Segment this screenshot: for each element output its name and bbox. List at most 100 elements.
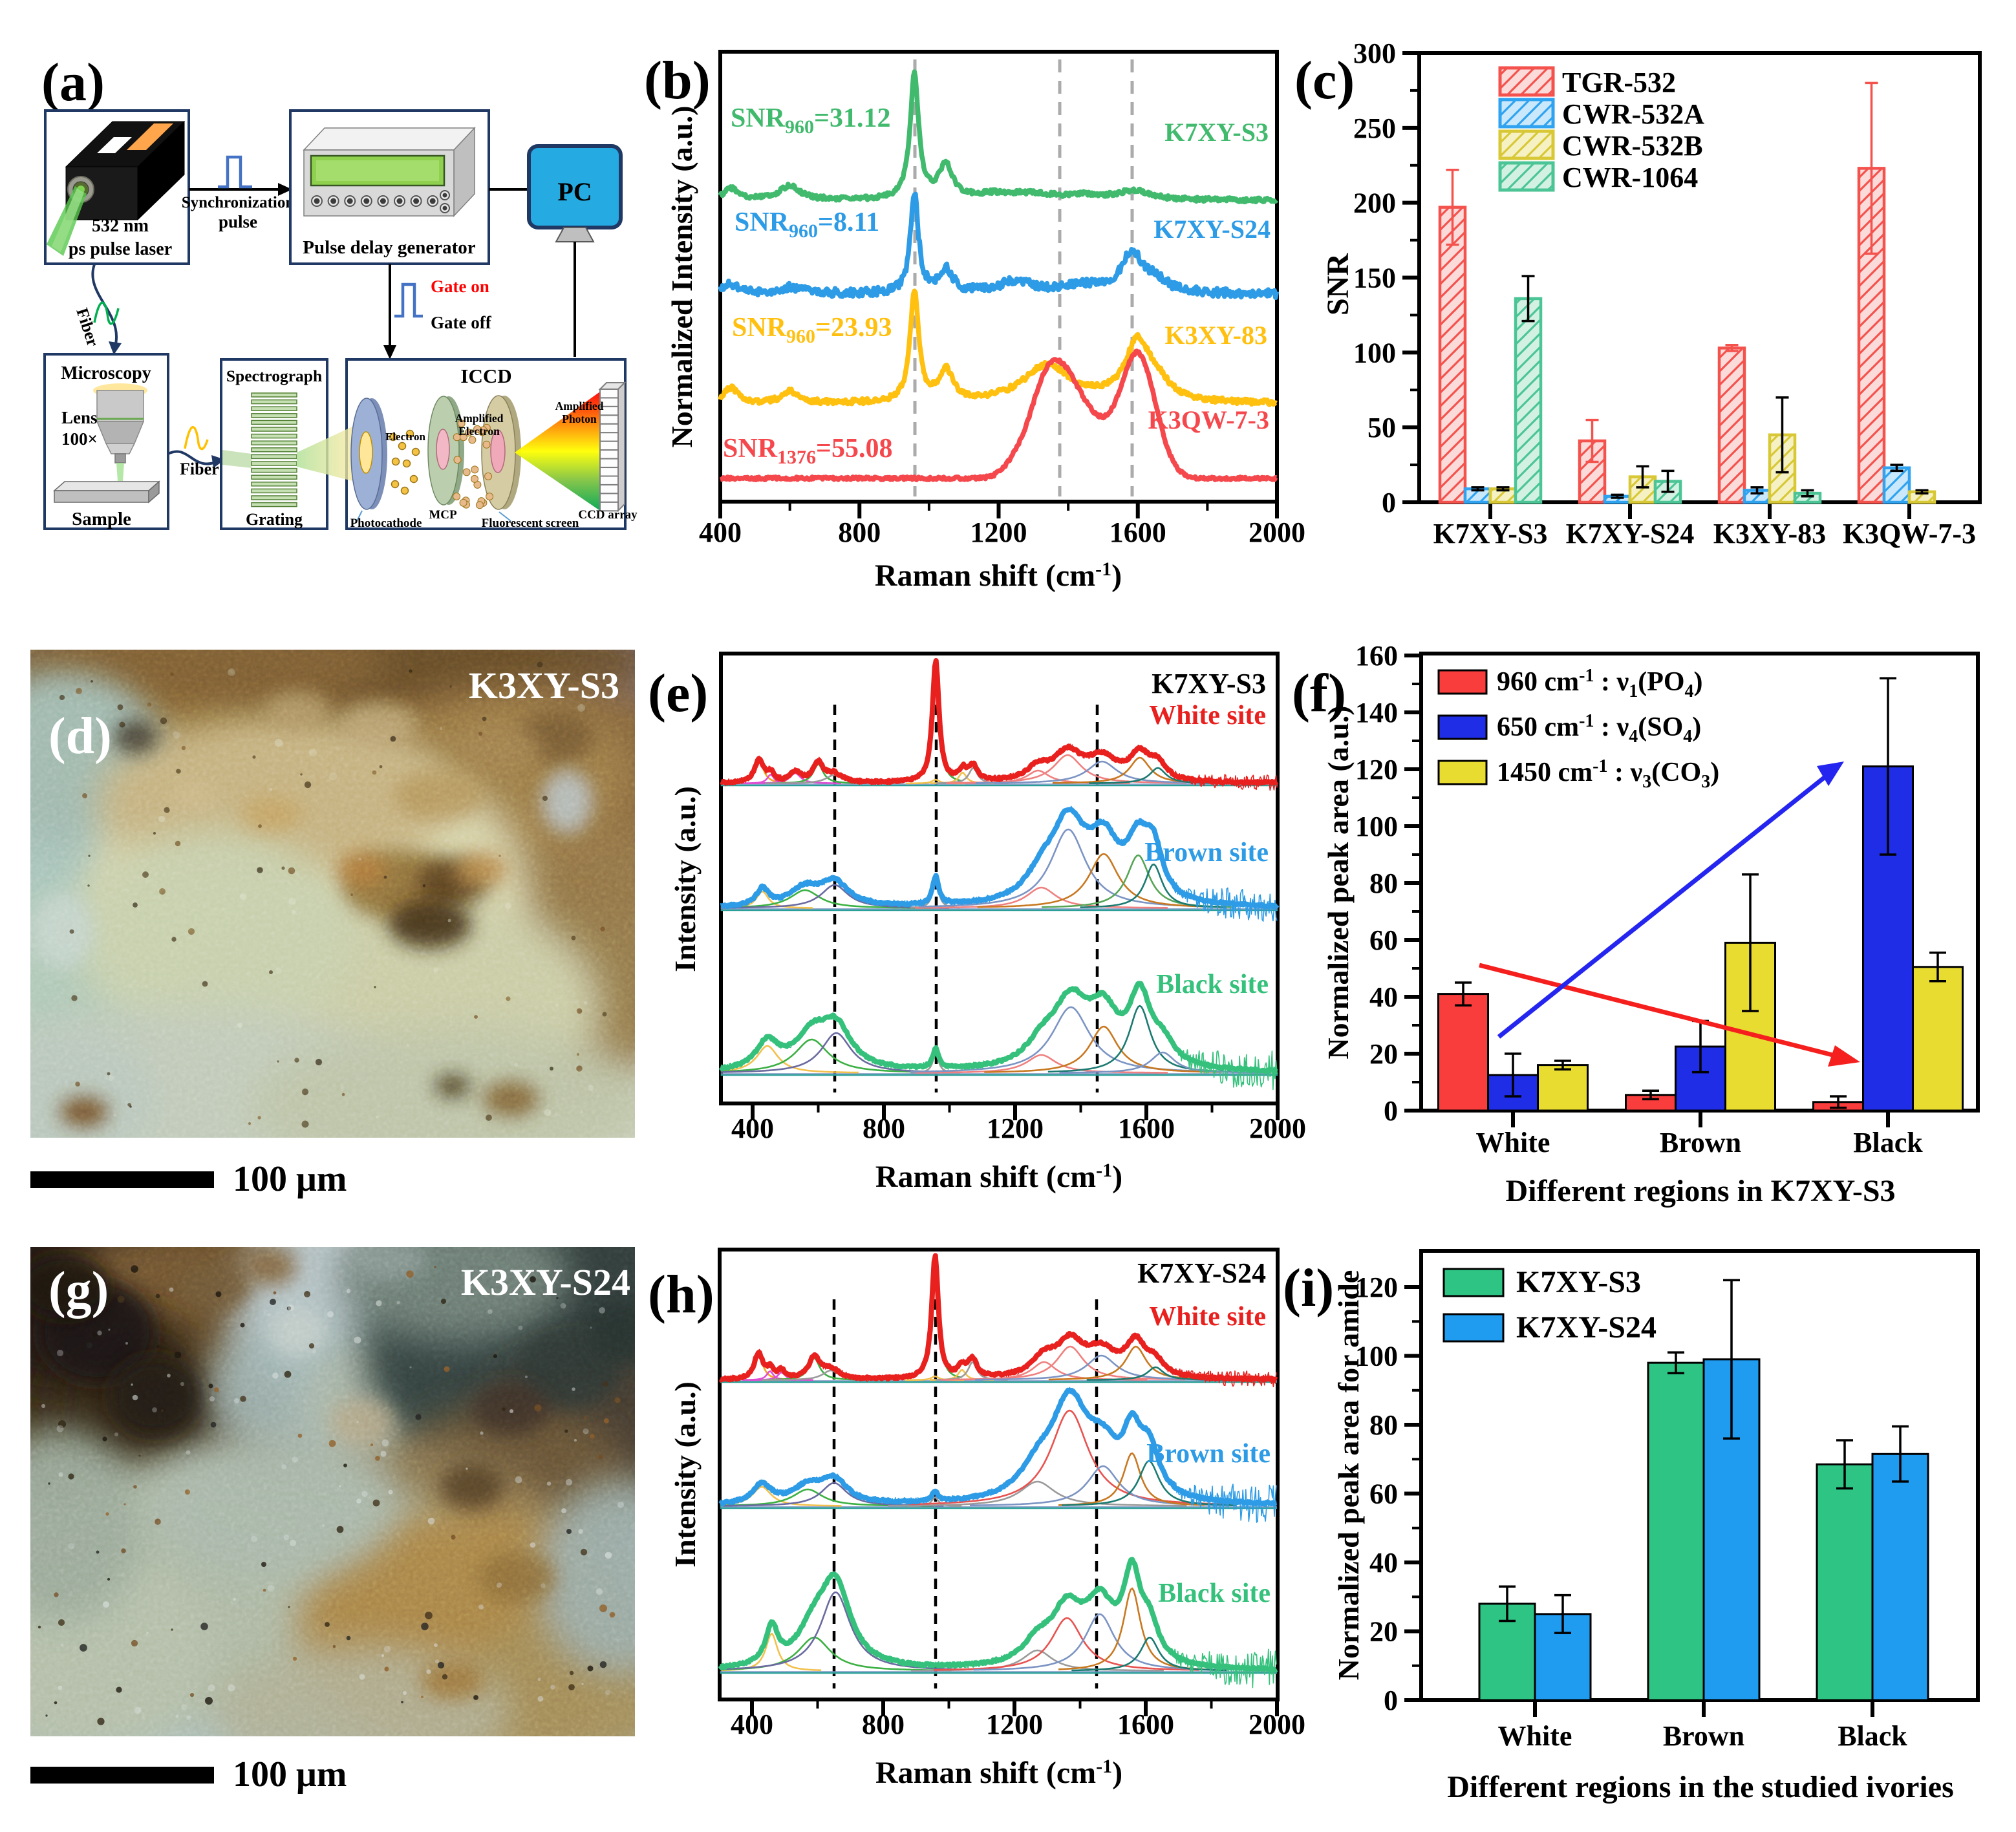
svg-text:K7XY-S24: K7XY-S24	[1153, 215, 1271, 244]
svg-text:K3XY-S3: K3XY-S3	[469, 665, 619, 707]
svg-text:2000: 2000	[1249, 1709, 1305, 1740]
svg-text:532 nm: 532 nm	[92, 216, 149, 236]
svg-text:Normalized peak area (a.u.): Normalized peak area (a.u.)	[1322, 705, 1355, 1059]
svg-text:White: White	[1498, 1720, 1572, 1752]
svg-text:pulse: pulse	[219, 212, 257, 231]
svg-text:K3QW-7-3: K3QW-7-3	[1843, 518, 1976, 549]
svg-text:CWR-1064: CWR-1064	[1562, 162, 1698, 193]
svg-text:(h): (h)	[648, 1264, 714, 1325]
svg-text:K7XY-S24: K7XY-S24	[1516, 1310, 1657, 1345]
svg-text:50: 50	[1367, 412, 1396, 443]
svg-text:0: 0	[1382, 487, 1396, 518]
svg-text:140: 140	[1355, 697, 1398, 729]
svg-text:White: White	[1476, 1127, 1550, 1158]
svg-text:White site: White site	[1149, 701, 1266, 730]
svg-text:1200: 1200	[987, 1113, 1044, 1144]
svg-text:40: 40	[1369, 1547, 1398, 1579]
svg-text:Black site: Black site	[1158, 1579, 1271, 1608]
svg-text:CWR-532A: CWR-532A	[1562, 98, 1704, 130]
svg-text:Brown site: Brown site	[1146, 1439, 1271, 1469]
svg-text:(g): (g)	[48, 1262, 109, 1319]
svg-text:1600: 1600	[1117, 1709, 1174, 1740]
svg-text:1200: 1200	[986, 1709, 1043, 1740]
svg-text:PC: PC	[557, 177, 592, 206]
svg-text:K3XY-S24: K3XY-S24	[461, 1261, 630, 1303]
svg-text:K7XY-S3: K7XY-S3	[1433, 518, 1548, 549]
svg-text:Black: Black	[1853, 1127, 1923, 1158]
svg-text:Amplified: Amplified	[455, 412, 504, 425]
svg-text:0: 0	[1384, 1095, 1398, 1127]
svg-text:K7XY-S3: K7XY-S3	[1164, 118, 1269, 147]
svg-text:Fiber: Fiber	[180, 460, 219, 478]
svg-text:Gate off: Gate off	[431, 313, 492, 332]
svg-text:Pulse delay generator: Pulse delay generator	[303, 237, 476, 258]
svg-text:100×: 100×	[61, 429, 98, 449]
svg-text:100 μm: 100 μm	[233, 1159, 347, 1199]
svg-text:Brown: Brown	[1663, 1720, 1744, 1752]
svg-text:SNR: SNR	[1321, 253, 1355, 315]
svg-text:80: 80	[1369, 1409, 1398, 1441]
svg-text:Photocathode: Photocathode	[350, 517, 422, 530]
svg-text:0: 0	[1384, 1685, 1398, 1716]
svg-text:2000: 2000	[1249, 517, 1305, 548]
svg-text:Different regions in K7XY-S3: Different regions in K7XY-S3	[1505, 1174, 1895, 1208]
svg-text:960 cm-1 : ν1(PO4): 960 cm-1 : ν1(PO4)	[1497, 666, 1703, 701]
svg-text:(e): (e)	[648, 663, 708, 723]
svg-text:Raman shift (cm-1): Raman shift (cm-1)	[875, 559, 1122, 593]
svg-text:(d): (d)	[48, 708, 112, 765]
svg-text:(f): (f)	[1292, 663, 1346, 723]
svg-text:800: 800	[862, 1709, 905, 1740]
svg-text:Raman shift (cm-1): Raman shift (cm-1)	[875, 1160, 1122, 1194]
svg-text:400: 400	[731, 1113, 774, 1144]
svg-text:Normalized peak area for amide: Normalized peak area for amide	[1332, 1270, 1365, 1681]
svg-text:400: 400	[731, 1709, 773, 1740]
svg-text:1450 cm-1 : ν3(CO3): 1450 cm-1 : ν3(CO3)	[1497, 756, 1719, 792]
svg-text:60: 60	[1369, 924, 1398, 956]
svg-text:Brown: Brown	[1660, 1127, 1741, 1158]
svg-text:100 μm: 100 μm	[233, 1754, 347, 1795]
svg-text:Gate on: Gate on	[431, 277, 489, 296]
svg-text:Photon: Photon	[562, 412, 597, 425]
svg-text:TGR-532: TGR-532	[1562, 67, 1676, 98]
svg-text:1600: 1600	[1118, 1113, 1175, 1144]
svg-text:Black site: Black site	[1156, 970, 1269, 999]
svg-text:250: 250	[1353, 112, 1396, 144]
svg-text:(b): (b)	[644, 50, 711, 111]
svg-text:150: 150	[1353, 262, 1396, 293]
svg-text:100: 100	[1353, 337, 1396, 368]
svg-text:Normalized Intensity (a.u.): Normalized Intensity (a.u.)	[665, 106, 698, 448]
svg-text:40: 40	[1369, 981, 1398, 1013]
svg-text:1200: 1200	[970, 517, 1027, 548]
svg-text:ps pulse laser: ps pulse laser	[69, 239, 172, 259]
svg-text:Brown site: Brown site	[1144, 838, 1269, 868]
svg-text:120: 120	[1355, 754, 1398, 785]
svg-text:White site: White site	[1149, 1302, 1266, 1332]
svg-text:650 cm-1 : ν4(SO4): 650 cm-1 : ν4(SO4)	[1497, 711, 1701, 747]
svg-text:K7XY-S3: K7XY-S3	[1516, 1265, 1641, 1299]
svg-text:Sample: Sample	[72, 509, 131, 529]
svg-text:1600: 1600	[1110, 517, 1166, 548]
svg-text:Intensity (a.u.): Intensity (a.u.)	[669, 1381, 702, 1568]
svg-text:MCP: MCP	[429, 508, 457, 522]
svg-text:(a): (a)	[41, 52, 105, 112]
svg-text:80: 80	[1369, 868, 1398, 899]
svg-text:CCD array: CCD array	[578, 508, 638, 522]
svg-text:Amplified: Amplified	[555, 399, 604, 412]
svg-text:Raman shift (cm-1): Raman shift (cm-1)	[875, 1756, 1122, 1790]
svg-text:K3QW-7-3: K3QW-7-3	[1148, 405, 1269, 434]
svg-text:120: 120	[1355, 1272, 1398, 1303]
svg-text:100: 100	[1355, 1341, 1398, 1372]
svg-text:800: 800	[863, 1113, 905, 1144]
svg-text:Lens: Lens	[61, 408, 98, 427]
svg-text:Fluorescent screen: Fluorescent screen	[482, 517, 579, 530]
svg-text:K7XY-S3: K7XY-S3	[1152, 668, 1266, 699]
svg-text:160: 160	[1355, 640, 1398, 672]
svg-text:K3XY-83: K3XY-83	[1164, 321, 1267, 350]
svg-text:Black: Black	[1838, 1720, 1907, 1752]
svg-text:800: 800	[838, 517, 881, 548]
svg-text:K7XY-S24: K7XY-S24	[1137, 1257, 1266, 1289]
svg-text:100: 100	[1355, 811, 1398, 842]
svg-text:K3XY-83: K3XY-83	[1713, 518, 1826, 549]
svg-text:20: 20	[1369, 1038, 1398, 1070]
svg-text:Intensity (a.u.): Intensity (a.u.)	[669, 786, 702, 972]
